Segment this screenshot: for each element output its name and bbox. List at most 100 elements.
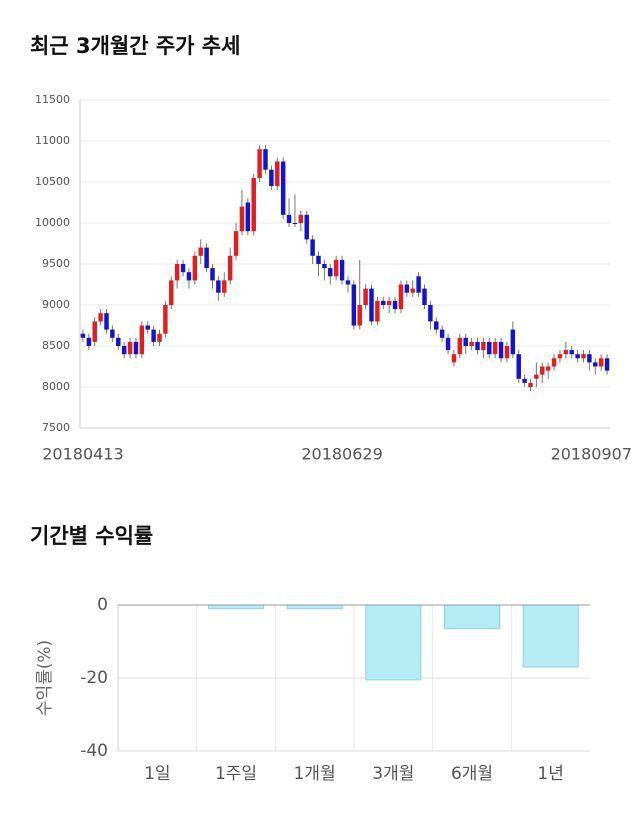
y-tick-label: -40 (80, 741, 108, 761)
candle-body (133, 341, 139, 355)
candle-body (428, 305, 433, 322)
candle-body (169, 280, 174, 305)
candle-body (174, 264, 180, 281)
x-tick-label: 6개월 (451, 764, 493, 784)
candle-body (457, 337, 463, 355)
candle-body (357, 305, 362, 326)
candle-body (157, 333, 162, 342)
candle-body (434, 321, 439, 330)
candle-body (127, 341, 133, 355)
x-tick-label: 1개월 (294, 764, 336, 784)
candle-body (604, 358, 610, 371)
y-axis-title: 수익률(%) (35, 640, 55, 716)
candle-body (310, 239, 315, 256)
candle-body (328, 268, 333, 277)
candle-body (410, 288, 415, 293)
candle-body (204, 247, 209, 269)
candle-body (304, 214, 309, 240)
candle-body (363, 288, 368, 305)
candle-body (416, 276, 421, 293)
candle-body (487, 341, 492, 355)
y-tick-label: 9500 (42, 257, 70, 270)
x-tick-label: 1일 (144, 764, 170, 784)
candle-body (516, 354, 521, 379)
candle-body (339, 259, 345, 281)
y-tick-label: 11000 (35, 134, 70, 147)
candle-body (593, 362, 598, 367)
bar (522, 604, 579, 668)
candle-body (116, 337, 121, 346)
candle-body (192, 255, 198, 281)
candle-body (557, 354, 563, 359)
candle-body (569, 350, 574, 355)
bar (286, 604, 343, 610)
candle-body (251, 177, 256, 232)
candle-body (139, 325, 145, 355)
candle-body (145, 325, 150, 330)
candle-body (86, 337, 92, 346)
candle-body (280, 161, 286, 215)
x-tick-label: 20180629 (301, 445, 382, 464)
y-tick-label: 7500 (42, 421, 70, 434)
candle-body (98, 313, 103, 322)
candle-body (263, 149, 268, 170)
x-tick-label: 20180907 (551, 445, 632, 464)
candle-body (451, 354, 457, 363)
candle-body (386, 300, 392, 305)
candle-body (540, 366, 545, 375)
candle-body (351, 284, 357, 326)
candle-body (504, 346, 510, 359)
candle-body (404, 284, 410, 293)
candle-body (563, 350, 569, 355)
candle-body (151, 329, 156, 342)
bar (207, 604, 265, 610)
candle-body (587, 354, 592, 363)
candle-body (210, 268, 215, 281)
y-tick-label: 0 (97, 595, 108, 615)
candle-body (581, 354, 586, 359)
candle-body (322, 264, 327, 269)
x-tick-label: 20180413 (42, 445, 123, 464)
candle-body (80, 333, 86, 338)
candle-body (345, 280, 351, 285)
y-tick-label: 9000 (42, 298, 70, 311)
candle-body (392, 300, 398, 310)
candle-body (186, 272, 192, 281)
candle-body (163, 305, 168, 334)
candle-body (257, 149, 262, 178)
candle-body (92, 321, 97, 342)
candle-body (298, 214, 304, 223)
candle-body (534, 374, 539, 379)
candle-body (233, 231, 239, 256)
candle-body (375, 300, 380, 322)
y-tick-label: 10500 (35, 175, 70, 188)
candle-body (222, 280, 227, 293)
candle-body (381, 300, 386, 305)
y-tick-label: 11500 (35, 93, 70, 106)
candle-body (522, 378, 527, 383)
candle-body (422, 288, 427, 305)
candle-body (598, 358, 604, 367)
y-tick-label: -20 (80, 668, 108, 688)
candle-body (333, 259, 339, 277)
candle-body (245, 202, 251, 232)
chart-title: 기간별 수익률 (30, 524, 153, 548)
candle-body (316, 255, 321, 264)
candle-body (510, 329, 516, 355)
x-tick-label: 1년 (537, 764, 563, 784)
candle-body (239, 206, 245, 232)
candle-body (286, 214, 292, 223)
candle-body (463, 337, 468, 346)
candle-body (439, 329, 445, 338)
candle-body (104, 313, 109, 330)
candle-body (398, 284, 404, 310)
y-tick-label: 8500 (42, 339, 70, 352)
candle-body (121, 346, 127, 355)
x-tick-label: 3개월 (372, 764, 414, 784)
candle-body (275, 161, 280, 187)
candle-body (498, 341, 504, 359)
y-tick-label: 8000 (42, 380, 70, 393)
candle-body (369, 288, 374, 322)
candle-body (180, 264, 186, 273)
